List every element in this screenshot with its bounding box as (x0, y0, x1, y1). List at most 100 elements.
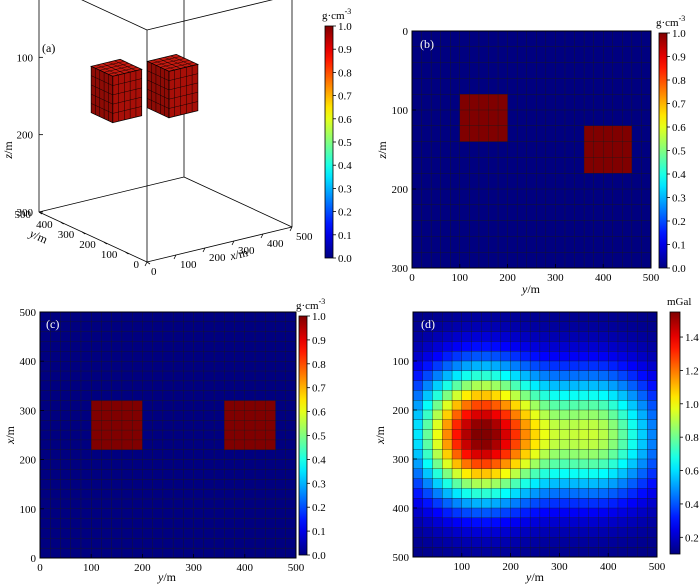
heat-cell (568, 488, 580, 499)
panel-d-frame (412, 311, 658, 558)
heat-cell (588, 351, 599, 362)
heat-cell (578, 527, 590, 538)
heat-cell (244, 390, 256, 402)
heat-cell (162, 380, 174, 392)
heat-cell (631, 236, 642, 253)
heat-cell (588, 527, 599, 538)
heat-cell (203, 370, 215, 382)
heat-cell (451, 458, 463, 470)
heat-cell (627, 351, 638, 362)
heat-cell (481, 370, 492, 382)
heat-cell (91, 321, 102, 333)
heat-cell (510, 468, 521, 480)
heat-cell (481, 449, 492, 460)
heat-cell (598, 311, 609, 323)
heat-cell (559, 439, 570, 450)
heat-cell (593, 220, 604, 237)
heat-cell (254, 351, 266, 362)
heat-cell (510, 498, 521, 509)
heat-cell (559, 360, 570, 372)
heat-cell (598, 439, 609, 450)
heat-cell (442, 429, 453, 440)
heat-cell (80, 390, 92, 402)
heat-cell (588, 439, 599, 450)
heat-cell (536, 252, 547, 269)
panel-d-colorbar-tick-label: 1.4 (685, 332, 699, 344)
heat-cell (539, 537, 551, 548)
heat-cell (285, 479, 297, 490)
heat-cell (500, 429, 512, 440)
heat-cell (461, 507, 473, 519)
heat-cell (285, 488, 297, 500)
heat-cell (131, 331, 143, 342)
heat-cell (91, 361, 102, 372)
block-grid-line (96, 64, 119, 76)
heat-cell (603, 30, 614, 48)
heat-cell (627, 380, 638, 391)
heat-cell (481, 478, 492, 489)
heat-cell (461, 321, 473, 333)
heat-cell (131, 469, 143, 480)
heat-cell (559, 331, 570, 342)
heat-cell (526, 30, 537, 48)
heat-cell (555, 204, 566, 222)
heat-cell (549, 429, 560, 440)
heat-cell (612, 109, 623, 127)
heat-cell (121, 429, 133, 441)
panel-b-colorbar-tick-label: 0.2 (672, 216, 686, 228)
heat-cell (234, 341, 246, 352)
heat-cell (578, 458, 590, 470)
panel-a-colorbar-unit: g·cm-3 (322, 7, 351, 22)
heat-cell (536, 173, 547, 190)
heat-cell (500, 390, 512, 401)
heat-cell (60, 469, 72, 480)
heat-cell (583, 236, 595, 253)
heat-cell (254, 498, 266, 510)
heat-cell (193, 420, 205, 431)
heat-cell (60, 547, 72, 559)
heat-cell (39, 341, 51, 352)
heat-cell (80, 380, 92, 392)
heat-cell (111, 429, 123, 441)
heat-cell (627, 321, 638, 333)
heat-cell (641, 78, 652, 95)
heat-cell (627, 331, 638, 342)
heat-cell (497, 173, 509, 190)
heat-cell (469, 62, 480, 79)
heat-cell (172, 410, 184, 421)
heat-cell (536, 125, 547, 143)
heat-cell (131, 390, 143, 402)
heat-cell (507, 141, 518, 158)
heat-cell (234, 370, 246, 382)
heat-cell (450, 78, 461, 95)
heat-cell (451, 439, 463, 450)
heat-cell (539, 478, 551, 489)
heat-cell (598, 498, 609, 509)
heat-cell (588, 311, 599, 323)
panel-d-cells (412, 311, 658, 558)
heat-cell (432, 527, 443, 538)
heat-cell (488, 236, 499, 253)
heat-cell (152, 459, 164, 470)
heat-cell (203, 488, 215, 500)
heat-cell (529, 527, 541, 538)
heat-cell (555, 62, 566, 79)
heat-cell (647, 468, 658, 480)
box-edge (183, 176, 293, 228)
heat-cell (162, 498, 174, 510)
heat-cell (564, 141, 575, 158)
heat-cell (193, 370, 205, 382)
heat-cell (265, 400, 276, 411)
heat-cell (461, 478, 473, 489)
heat-cell (469, 94, 480, 111)
heat-cell (520, 537, 531, 548)
heat-cell (442, 527, 453, 538)
heat-cell (568, 380, 580, 391)
heat-cell (617, 458, 629, 470)
heat-cell (481, 409, 492, 421)
heat-cell (162, 410, 174, 421)
heat-cell (598, 547, 609, 558)
heat-cell (224, 547, 236, 559)
heat-cell (545, 109, 556, 127)
